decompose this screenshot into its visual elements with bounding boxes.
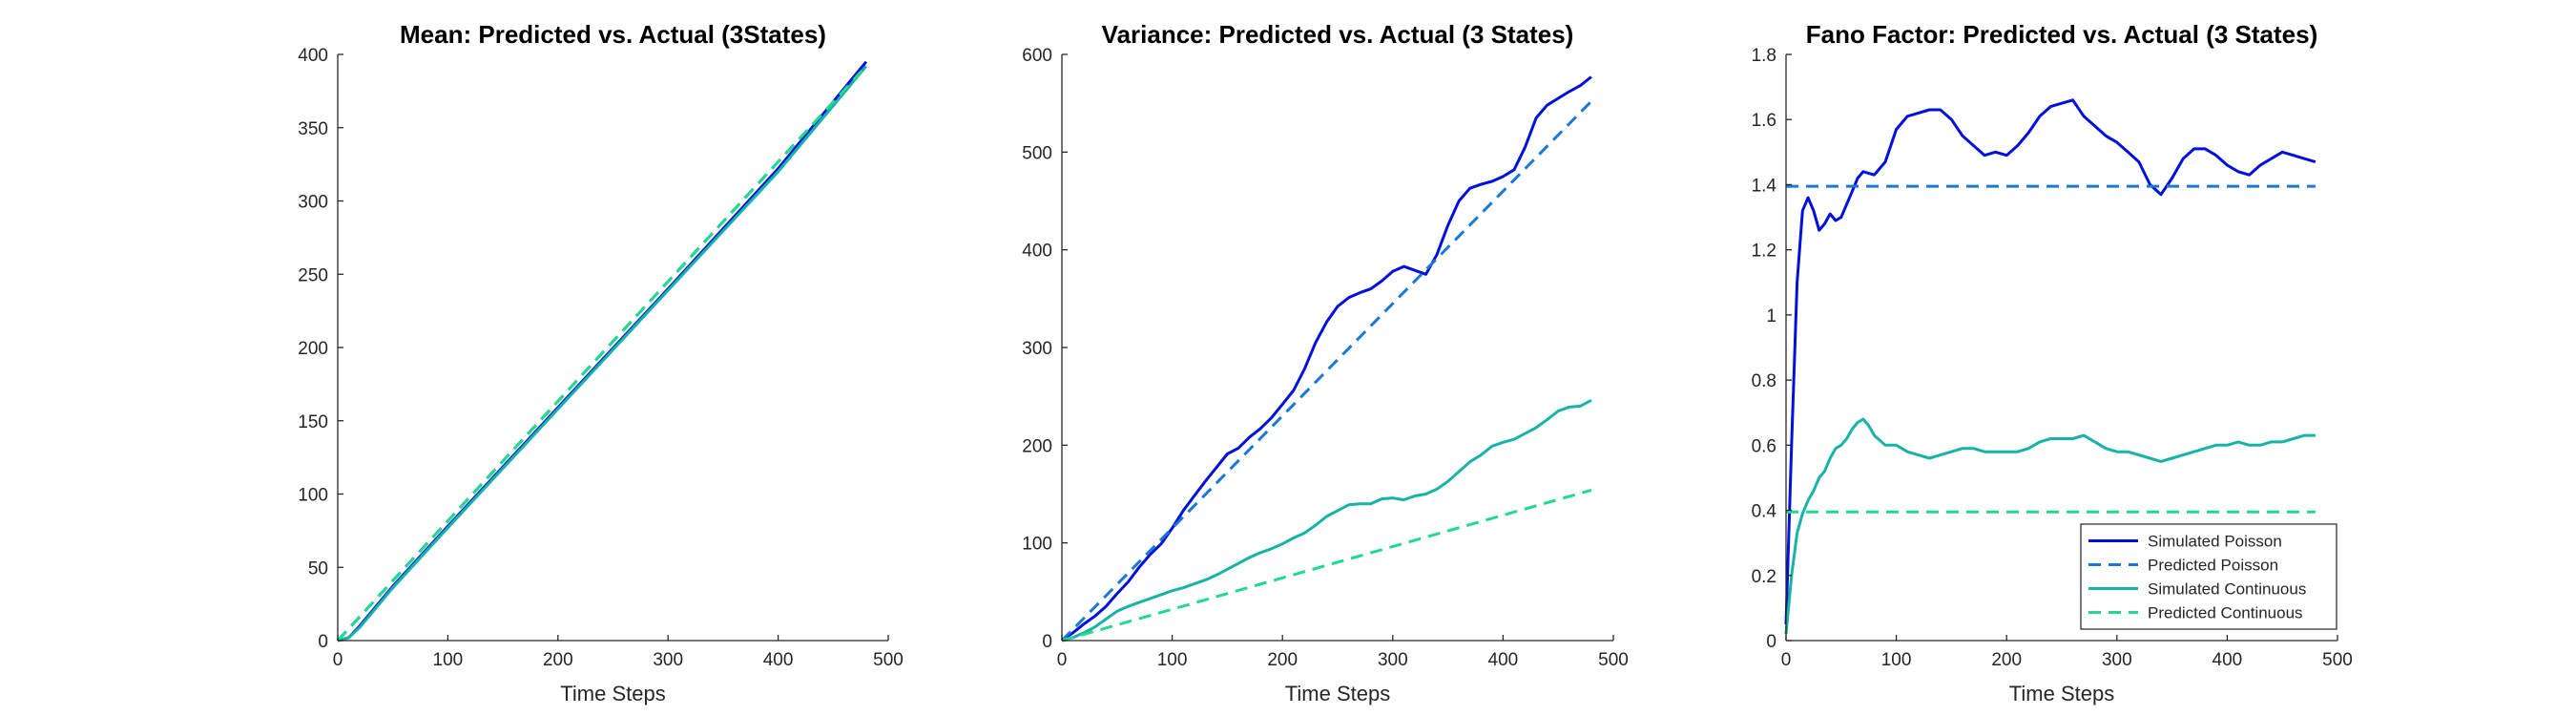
chart-fano-legend-label: Predicted Poisson: [2148, 557, 2278, 575]
chart-fano-y-tick-label: 0.8: [1752, 371, 1776, 391]
chart-variance-x-tick-label: 200: [1267, 650, 1298, 670]
chart-mean-series-2-line: [337, 65, 868, 642]
chart-fano-xlabel: Time Steps: [2009, 682, 2114, 705]
chart-fano-y-tick-label: 1: [1766, 306, 1776, 326]
chart-mean-x-tick-label: 400: [763, 650, 794, 670]
chart-fano-series-0-line: [1784, 98, 2316, 624]
chart-fano-y-tick-label: 0: [1766, 632, 1776, 652]
chart-variance-x-tick-label: 300: [1378, 650, 1408, 670]
chart-mean-title: Mean: Predicted vs. Actual (3States): [400, 20, 826, 49]
chart-fano-y-tick-label: 0.2: [1752, 567, 1776, 587]
chart-mean-y-tick-label: 150: [298, 412, 328, 432]
chart-fano-y-tick-label: 1.2: [1752, 242, 1776, 262]
chart-fano-x-tick-label: 500: [2322, 650, 2353, 670]
chart-variance-xlabel: Time Steps: [1285, 682, 1390, 705]
chart-mean-y-tick-label: 50: [308, 558, 328, 579]
chart-mean-y-tick-label: 0: [318, 632, 328, 652]
chart-variance-y-tick-label: 100: [1022, 535, 1052, 555]
chart-variance-y-tick-label: 0: [1042, 632, 1052, 652]
chart-fano-legend-label: Simulated Poisson: [2148, 533, 2282, 551]
chart-mean-y-tick-label: 350: [298, 119, 328, 139]
chart-variance-series-1-line: [1060, 100, 1592, 642]
chart-variance-x-tick-label: 0: [1057, 650, 1068, 670]
chart-fano-legend: Simulated Poisson Predicted Poisson Simula…: [2080, 523, 2337, 630]
chart-variance-series-0-line: [1061, 75, 1592, 642]
chart-mean-x-tick-label: 0: [333, 650, 343, 670]
chart-fano-x-tick-label: 100: [1881, 650, 1912, 670]
chart-fano-y-tick-label: 1.8: [1752, 46, 1776, 66]
chart-mean-x-tick-label: 100: [433, 650, 464, 670]
chart-variance: Variance: Predicted vs. Actual (3 States…: [1062, 20, 1613, 705]
chart-variance-y-tick-label: 200: [1022, 436, 1052, 456]
chart-mean-y-tick-label: 250: [298, 265, 328, 285]
chart-mean-x-tick-label: 300: [653, 650, 683, 670]
chart-fano-x-tick-label: 400: [2212, 650, 2243, 670]
chart-variance-x-tick-label: 400: [1488, 650, 1519, 670]
chart-variance-plot-area: [1062, 54, 1613, 641]
chart-variance-marks: 0 100 200 300 400 500 0 100 200 300 400 500 600: [1022, 46, 1629, 670]
chart-fano-marks: 0 100 200 300 400 500 0 0.2 0.4 0.6 0.8 1 1.2 1.4 1.6 1…: [1752, 46, 2353, 670]
chart-fano-y-tick-label: 1.4: [1752, 176, 1777, 196]
chart-variance-series-3-line: [1061, 488, 1592, 642]
chart-fano-legend-label: Simulated Continuous: [2148, 580, 2306, 599]
chart-fano-x-tick-label: 200: [1991, 650, 2022, 670]
chart-variance-y-tick-label: 500: [1022, 143, 1052, 163]
chart-mean-xlabel: Time Steps: [560, 682, 665, 705]
chart-fano-x-tick-label: 300: [2102, 650, 2132, 670]
chart-mean-y-tick-label: 300: [298, 193, 328, 213]
chart-variance-x-tick-label: 100: [1157, 650, 1188, 670]
chart-fano-series-2-line: [1784, 417, 2316, 635]
chart-mean-y-tick-label: 100: [298, 486, 328, 506]
chart-variance-series-2-line: [1061, 398, 1592, 642]
chart-fano-title: Fano Factor: Predicted vs. Actual (3 Sta…: [1806, 20, 2318, 49]
chart-variance-y-tick-label: 600: [1022, 46, 1052, 66]
chart-mean-x-tick-label: 200: [543, 650, 573, 670]
chart-fano-legend-label: Predicted Continuous: [2148, 604, 2303, 622]
chart-variance-x-tick-label: 500: [1598, 650, 1629, 670]
chart-fano-x-tick-label: 0: [1781, 650, 1792, 670]
chart-variance-y-tick-label: 300: [1022, 339, 1052, 359]
chart-mean-x-tick-label: 500: [873, 650, 904, 670]
chart-fano-y-tick-label: 0.6: [1752, 436, 1776, 456]
chart-mean-y-tick-label: 400: [298, 46, 328, 66]
chart-mean-series-3-line: [336, 65, 868, 642]
chart-mean-marks: 0 100 200 300 400 500 0 50 100 150 200 250 300 350 400: [298, 46, 904, 670]
chart-mean: Mean: Predicted vs. Actual (3States) Tim…: [338, 20, 888, 705]
chart-fano-y-tick-label: 1.6: [1752, 111, 1776, 131]
chart-variance-title: Variance: Predicted vs. Actual (3 States…: [1102, 20, 1574, 49]
chart-mean-y-tick-label: 200: [298, 339, 328, 359]
chart-fano-y-tick-label: 0.4: [1752, 502, 1777, 522]
chart-variance-y-tick-label: 400: [1022, 242, 1052, 262]
